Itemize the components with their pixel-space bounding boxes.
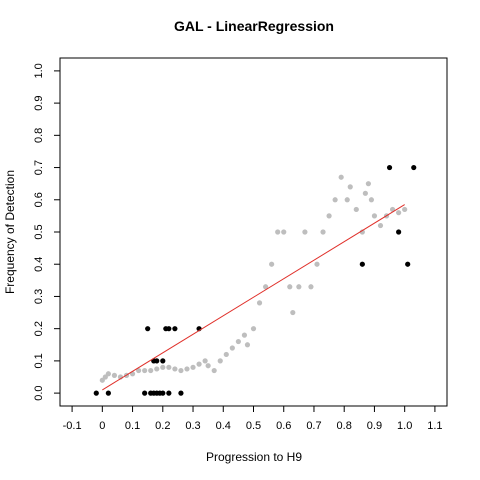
point <box>145 326 151 332</box>
point <box>332 197 338 203</box>
point <box>368 197 375 203</box>
point <box>235 338 241 345</box>
x-tick-label: 0.9 <box>367 420 382 432</box>
y-axis-label: Frequency of Detection <box>3 170 17 294</box>
point <box>154 366 160 372</box>
point <box>405 261 411 267</box>
point <box>184 366 190 372</box>
y-tick-label: 0.9 <box>33 95 45 110</box>
point <box>314 261 320 267</box>
point <box>365 181 371 187</box>
y-tick-label: 0.4 <box>33 257 45 272</box>
point <box>359 261 365 267</box>
point <box>211 367 217 374</box>
point <box>256 300 263 306</box>
point <box>205 363 211 369</box>
point <box>269 261 275 267</box>
x-tick-label: 0.2 <box>155 420 170 432</box>
point <box>217 358 223 364</box>
y-tick-label: 0.1 <box>33 353 45 368</box>
y-tick-label: 0.6 <box>33 192 45 207</box>
point <box>241 332 248 338</box>
point <box>202 358 208 364</box>
point <box>111 372 118 378</box>
point <box>166 326 172 332</box>
y-tick-label: 0.7 <box>33 160 45 175</box>
point <box>229 345 235 351</box>
y-tick-label: 0.2 <box>33 321 45 336</box>
point <box>136 367 142 374</box>
point <box>287 284 293 290</box>
point <box>396 210 402 216</box>
point <box>347 184 353 190</box>
x-tick-label: 0.8 <box>337 420 352 432</box>
x-tick-label: 0.6 <box>276 420 291 432</box>
point <box>154 358 160 364</box>
x-tick-label: 0.5 <box>246 420 261 432</box>
point <box>166 390 172 396</box>
x-tick-label: 0.1 <box>125 420 140 432</box>
chart-title: GAL - LinearRegression <box>174 18 334 34</box>
x-tick-label: 1.1 <box>427 420 442 432</box>
y-tick-label: 0.3 <box>33 289 45 304</box>
point <box>178 390 184 396</box>
y-tick-label: 0.8 <box>33 128 45 143</box>
point <box>402 206 408 213</box>
point <box>105 390 111 396</box>
point <box>275 229 281 235</box>
point <box>338 174 344 180</box>
point <box>411 164 417 171</box>
x-tick-label: 0.4 <box>216 420 231 432</box>
point <box>244 342 251 348</box>
point <box>250 326 257 332</box>
point <box>262 284 269 290</box>
x-tick-label: -0.1 <box>63 420 82 432</box>
point <box>396 229 402 235</box>
point <box>320 229 326 235</box>
point <box>160 390 166 396</box>
y-tick-label: 1.0 <box>33 63 45 78</box>
point <box>386 164 393 171</box>
point <box>362 190 368 196</box>
fit-line <box>102 204 405 391</box>
point <box>172 326 178 332</box>
point <box>190 364 196 370</box>
point <box>290 309 296 316</box>
point <box>93 390 99 396</box>
plot-frame <box>59 57 448 407</box>
point <box>359 229 365 235</box>
point <box>344 197 350 203</box>
point <box>142 390 148 396</box>
point <box>302 229 308 235</box>
point <box>178 367 184 374</box>
point <box>223 351 229 358</box>
point <box>172 366 178 372</box>
point <box>160 364 166 370</box>
y-tick-label: 0.5 <box>33 224 45 239</box>
point <box>160 358 166 364</box>
point <box>353 206 359 213</box>
y-tick-label: 0.0 <box>33 385 45 400</box>
point <box>142 367 148 374</box>
x-tick-label: 1.0 <box>397 420 412 432</box>
point <box>148 367 154 374</box>
x-tick-label: 0 <box>99 420 105 432</box>
point <box>166 364 172 370</box>
point <box>105 371 111 377</box>
point <box>377 222 384 229</box>
point <box>281 229 287 235</box>
point <box>196 361 202 367</box>
point <box>326 213 332 219</box>
point <box>371 213 378 219</box>
point <box>308 284 314 290</box>
x-tick-label: 0.7 <box>306 420 321 432</box>
x-tick-label: 0.3 <box>185 420 200 432</box>
x-axis-label: Progression to H9 <box>206 450 302 464</box>
point <box>296 284 302 290</box>
